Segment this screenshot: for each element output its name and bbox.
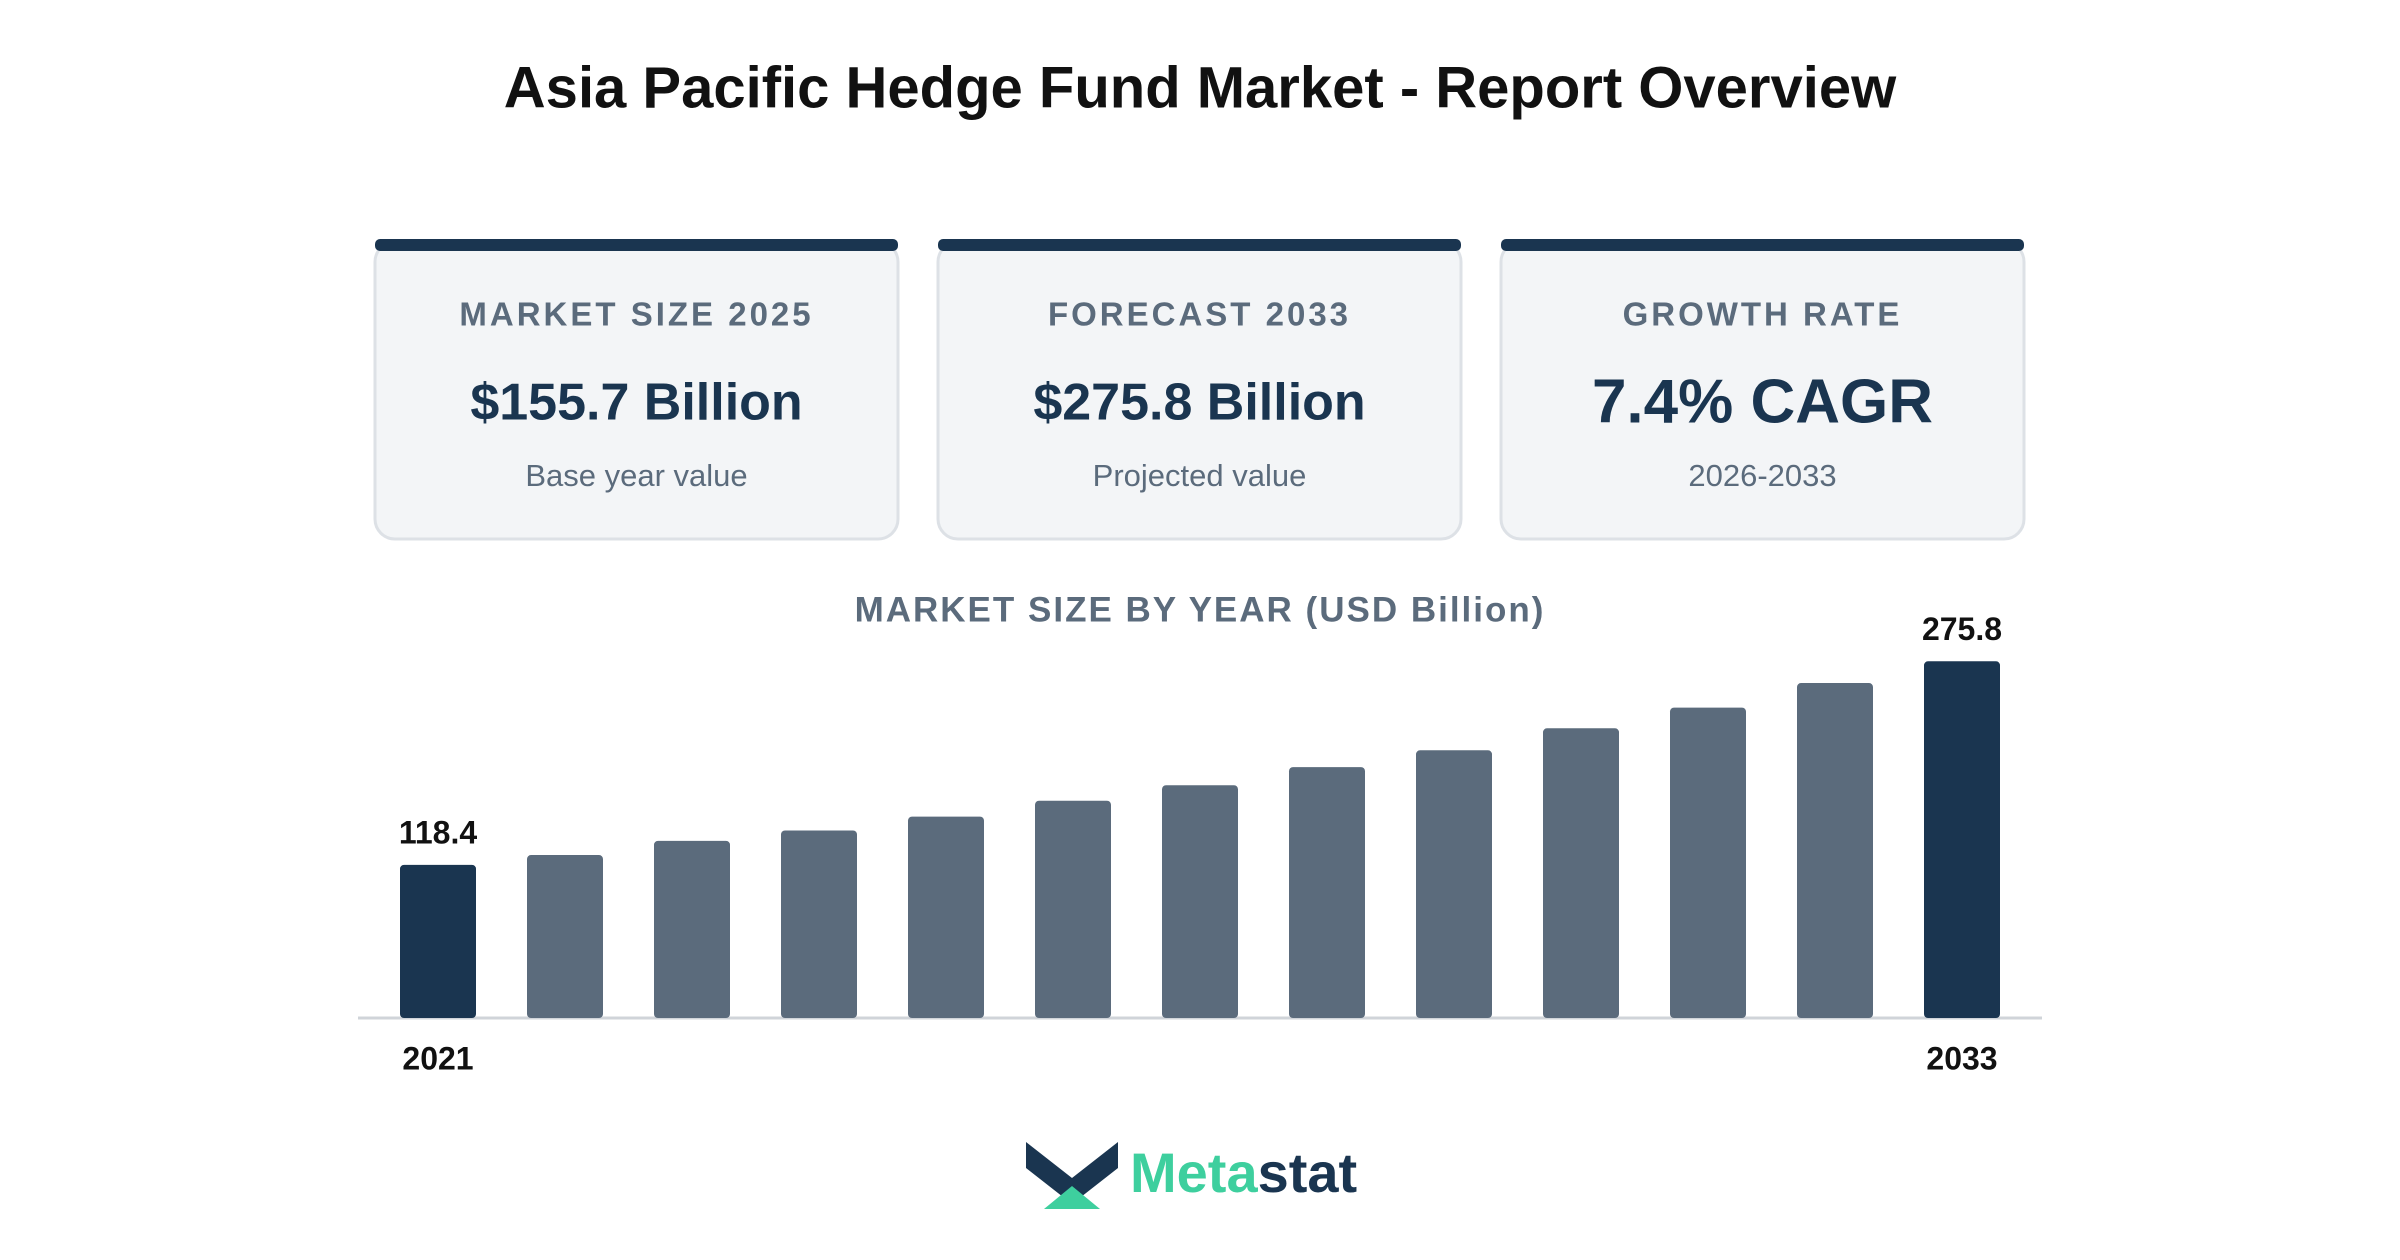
bar	[1670, 707, 1746, 1018]
card-note: Projected value	[1093, 458, 1307, 493]
bar	[781, 830, 857, 1018]
cards: MARKET SIZE 2025 $155.7 Billion Base year …	[373, 239, 2026, 541]
bar	[1162, 785, 1238, 1018]
card-value: 7.4% CAGR	[1592, 367, 1933, 436]
card: MARKET SIZE 2025 $155.7 Billion Base year …	[373, 239, 900, 541]
card-accent	[1501, 239, 2024, 251]
card-value: $275.8 Billion	[1033, 374, 1365, 432]
chart-title: MARKET SIZE BY YEAR (USD Billion)	[855, 590, 1546, 629]
bar	[1416, 750, 1492, 1018]
logo-part: stat	[1258, 1141, 1358, 1204]
card-label: GROWTH RATE	[1623, 296, 1903, 333]
card: FORECAST 2033 $275.8 Billion Projected val…	[936, 239, 1463, 541]
bar	[1543, 728, 1619, 1018]
bar	[1924, 661, 2000, 1018]
card-note: 2026-2033	[1688, 458, 1836, 493]
card-accent	[938, 239, 1461, 251]
logo-part: Meta	[1130, 1141, 1258, 1204]
card-note: Base year value	[525, 458, 747, 493]
bars: 118.4 2021 275.8 2033	[399, 611, 2002, 1077]
card: GROWTH RATE 7.4% CAGR 2026-2033	[1499, 239, 2026, 541]
page-title: Asia Pacific Hedge Fund Market - Report …	[504, 55, 1897, 120]
card-label: MARKET SIZE 2025	[459, 296, 813, 333]
x-tick-label: 2021	[402, 1040, 473, 1076]
x-tick-label: 2033	[1926, 1040, 1997, 1076]
bar	[654, 840, 730, 1018]
card-label: FORECAST 2033	[1048, 296, 1351, 333]
logo: Metastat	[1026, 1141, 1357, 1209]
card-value: $155.7 Billion	[470, 374, 802, 432]
bar	[908, 816, 984, 1018]
bar	[1797, 683, 1873, 1018]
logo-accent	[1044, 1186, 1100, 1209]
logo-text: Metastat	[1130, 1141, 1357, 1204]
bar	[1035, 800, 1111, 1018]
bar	[1289, 767, 1365, 1018]
value-label: 275.8	[1922, 611, 2002, 647]
card-accent	[375, 239, 898, 251]
bar	[400, 864, 476, 1018]
bar	[527, 855, 603, 1018]
value-label: 118.4	[399, 814, 478, 850]
